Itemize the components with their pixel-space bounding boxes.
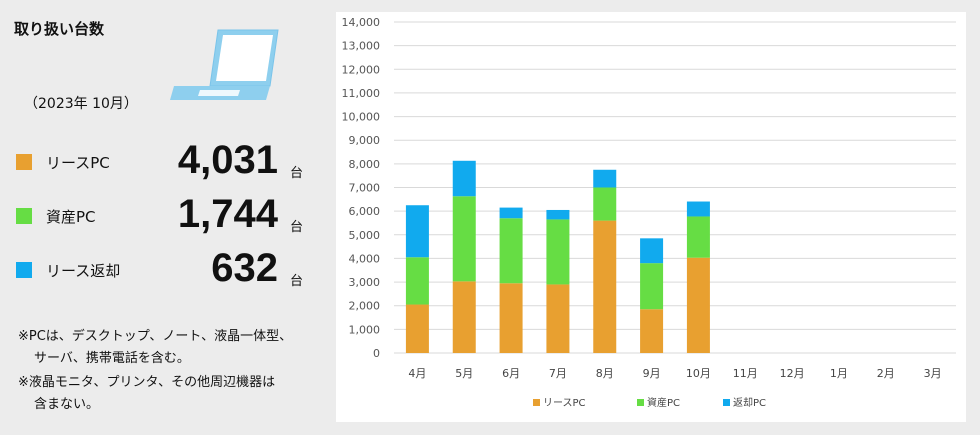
x-tick-label: 2月 (877, 367, 895, 380)
x-tick-label: 3月 (924, 367, 942, 380)
bar-segment (686, 216, 710, 258)
stat-unit: 台 (290, 166, 304, 181)
bar-segment (686, 257, 710, 353)
bar-segment (546, 284, 570, 353)
bar-segment (686, 201, 710, 217)
stat-lease-return: リース返却 632 台 (0, 246, 330, 296)
stacked-bar-chart: 0 1,000 2,000 3,000 4,000 5,000 6,000 7,000 8,00… (342, 16, 956, 409)
y-tick-label: 3,000 (349, 276, 381, 289)
bar-segment (405, 304, 429, 353)
y-tick-label: 12,000 (342, 63, 381, 76)
bar-segment (546, 209, 570, 220)
y-tick-label: 1,000 (349, 323, 381, 336)
bar-segment (593, 220, 617, 353)
y-tick-label: 2,000 (349, 300, 381, 313)
stat-value: 632 (211, 246, 278, 290)
note-line: 含まない。 (34, 397, 100, 412)
lease-return-swatch (16, 262, 32, 278)
laptop-icon (170, 29, 279, 100)
y-tick-label: 5,000 (349, 229, 381, 242)
note-line: サーバ、携帯電話を含む。 (34, 351, 190, 366)
note-line: ※液晶モニタ、プリンタ、その他周辺機器は (18, 375, 276, 390)
bar-segment (499, 207, 523, 219)
period-label: （2023年 10月） (24, 96, 138, 112)
y-tick-label: 14,000 (342, 16, 381, 29)
legend-label: リースPC (543, 398, 586, 409)
legend-swatch (637, 399, 644, 406)
x-tick-label: 9月 (643, 367, 661, 380)
y-tick-label: 8,000 (349, 158, 381, 171)
stat-value: 1,744 (177, 192, 278, 236)
summary-panel: 取り扱い台数 （2023年 10月） リースPC 4,031 台 資産PC 1,… (0, 0, 330, 435)
y-tick-label: 6,000 (349, 205, 381, 218)
stat-label: 資産PC (46, 208, 96, 226)
x-tick-label: 5月 (455, 367, 473, 380)
chart-panel: 0 1,000 2,000 3,000 4,000 5,000 6,000 7,000 8,00… (336, 12, 966, 422)
x-tick-label: 6月 (502, 367, 520, 380)
y-tick-label: 0 (373, 347, 380, 360)
x-tick-label: 1月 (830, 367, 848, 380)
asset-pc-swatch (16, 208, 32, 224)
x-tick-label: 11月 (733, 367, 758, 380)
bar-segment (640, 263, 664, 310)
bar-segment (499, 283, 523, 353)
bar-segment (640, 309, 664, 353)
panel-title: 取り扱い台数 (14, 20, 105, 38)
stat-lease-pc: リースPC 4,031 台 (0, 138, 330, 188)
y-tick-label: 11,000 (342, 87, 381, 100)
x-tick-label: 10月 (686, 367, 711, 380)
legend-swatch (723, 399, 730, 406)
legend-swatch (533, 399, 540, 406)
note-line: ※PCは、デスクトップ、ノート、液晶一体型、 (18, 329, 293, 344)
bar-segment (452, 281, 476, 353)
bar-segment (452, 160, 476, 197)
x-tick-label: 8月 (596, 367, 614, 380)
bar-segment (499, 218, 523, 284)
y-tick-label: 13,000 (342, 40, 381, 53)
y-tick-label: 7,000 (349, 182, 381, 195)
stat-label: リース返却 (46, 262, 121, 280)
bar-segment (452, 196, 476, 282)
x-tick-label: 12月 (780, 367, 805, 380)
bar-segment (640, 238, 664, 264)
bar-segment (405, 205, 429, 258)
stat-asset-pc: 資産PC 1,744 台 (0, 192, 330, 242)
stat-value: 4,031 (177, 138, 278, 182)
y-tick-label: 9,000 (349, 134, 381, 147)
bar-segment (593, 187, 617, 221)
y-tick-label: 4,000 (349, 252, 381, 265)
x-tick-label: 7月 (549, 367, 567, 380)
bar-segment (593, 169, 617, 188)
lease-pc-swatch (16, 154, 32, 170)
y-tick-label: 10,000 (342, 111, 381, 124)
legend-label: 返却PC (733, 397, 766, 409)
legend-label: 資産PC (647, 396, 680, 409)
stat-label: リースPC (46, 154, 110, 172)
bar-segment (546, 219, 570, 285)
bar-segment (405, 257, 429, 305)
stat-unit: 台 (290, 220, 304, 235)
x-tick-label: 4月 (408, 367, 426, 380)
stat-unit: 台 (290, 274, 304, 289)
